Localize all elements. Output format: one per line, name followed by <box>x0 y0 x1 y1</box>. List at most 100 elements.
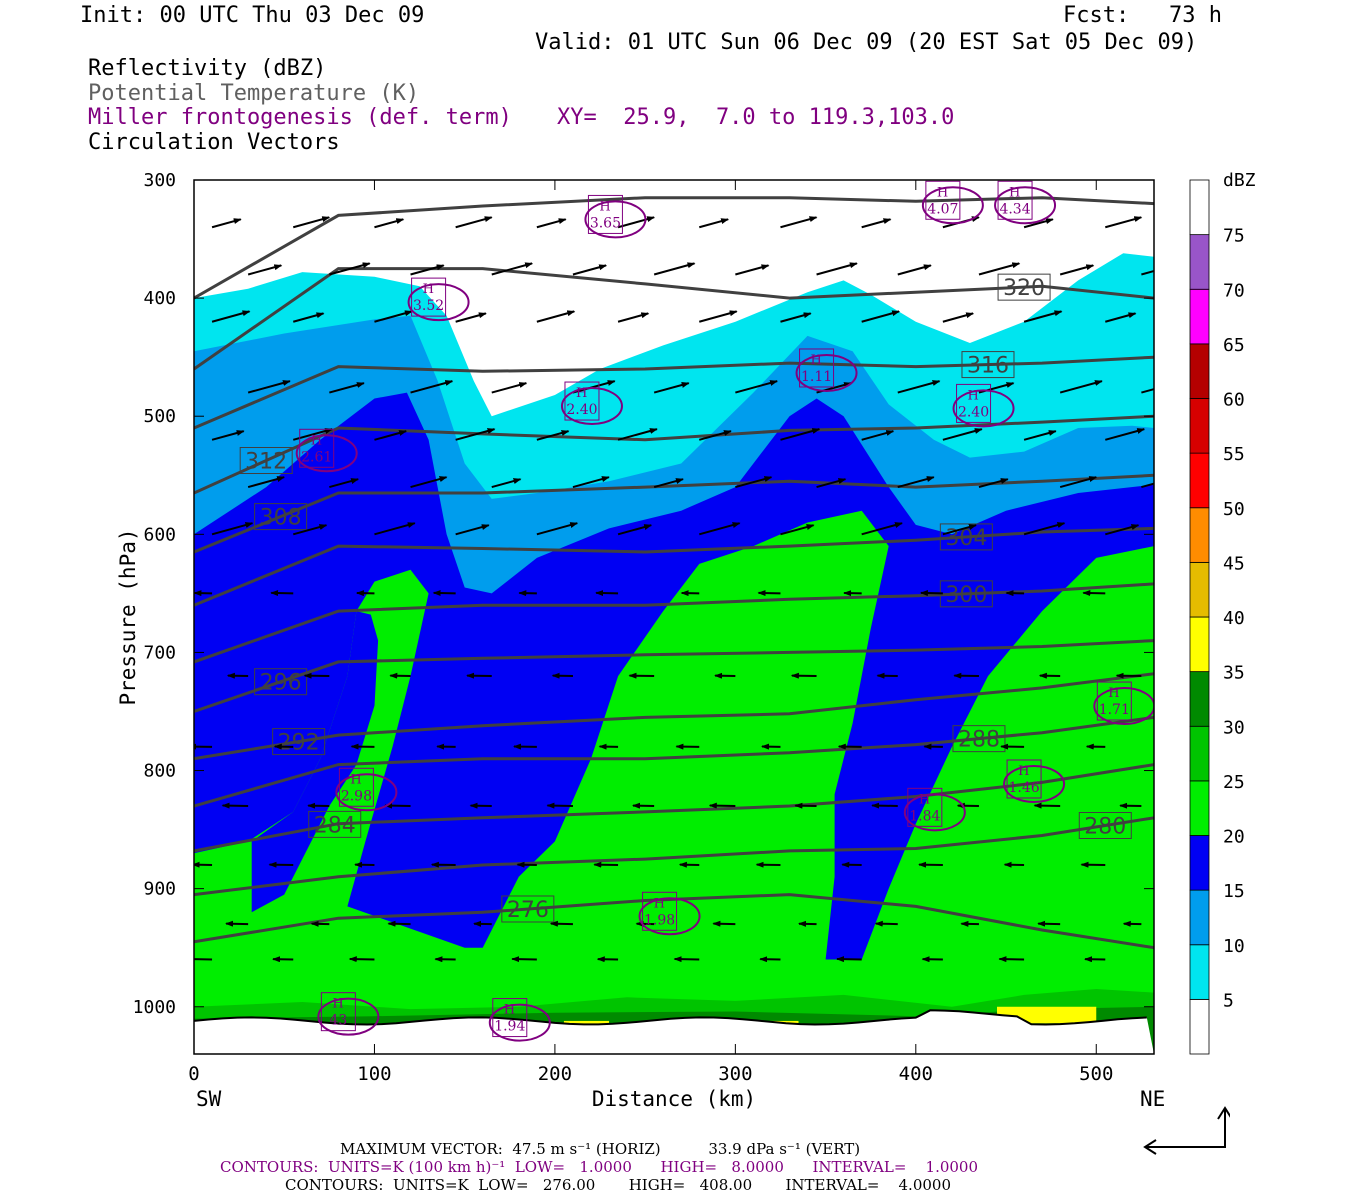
frontogenesis-max-letter: H <box>654 896 665 911</box>
surface-line <box>194 1009 1147 1026</box>
colorbar-swatch <box>1189 507 1210 563</box>
circulation-vector <box>861 310 901 323</box>
circulation-vector <box>572 476 610 489</box>
frontogenesis-max-value: 2.40 <box>958 404 989 420</box>
frontogenesis-max-box <box>411 277 447 317</box>
colorbar-level-label: 50 <box>1223 499 1245 520</box>
circulation-vector <box>1023 218 1054 229</box>
frontogenesis-max-value: 3.52 <box>413 298 444 314</box>
frontogenesis-contour <box>584 200 647 239</box>
frontogenesis-max-box <box>997 180 1033 220</box>
circulation-vector <box>491 262 534 276</box>
frontogenesis-max-value: 43 <box>329 1013 347 1029</box>
colorbar-swatch <box>1189 288 1210 345</box>
theta-label-box <box>254 503 308 531</box>
circulation-vector <box>292 216 331 229</box>
y-tick-label: 900 <box>143 879 176 900</box>
theta-contour-324 <box>194 196 1154 300</box>
frontogenesis-contour <box>952 389 1015 428</box>
theta-label-box <box>272 728 326 756</box>
frontogenesis-max-box <box>299 428 335 468</box>
frontogenesis-max-box <box>907 787 943 827</box>
frontogenesis-max-letter: H <box>350 772 361 787</box>
circulation-vector <box>942 524 977 536</box>
circulation-vector <box>247 264 283 276</box>
frontogenesis-max-box <box>564 381 600 421</box>
circulation-vector <box>194 956 213 963</box>
frontogenesis-max-letter: H <box>576 386 587 401</box>
circulation-vector <box>942 312 975 323</box>
theta-contour-label: 280 <box>1084 814 1126 839</box>
reference-vector-icon <box>1143 1106 1230 1155</box>
legend-xy-section: XY= 25.9, 7.0 to 119.3,103.0 <box>557 105 955 130</box>
theta-label-box <box>952 725 1006 753</box>
frontogenesis-max-box <box>799 348 835 388</box>
reflectivity-region-15dbz <box>251 611 379 913</box>
circulation-vector <box>410 264 445 276</box>
frontogenesis-max-value: 2.61 <box>301 449 332 465</box>
y-tick-label: 800 <box>143 761 176 782</box>
colorbar-level-label: 60 <box>1223 390 1245 411</box>
colorbar-level-label: 45 <box>1223 553 1245 574</box>
colorbar-swatch <box>1189 343 1210 399</box>
theta-label-box <box>997 273 1051 301</box>
frontogenesis-max-box <box>956 383 992 423</box>
frontogenesis-max-letter: H <box>919 792 930 807</box>
colorbar-swatch <box>1189 780 1210 836</box>
legend-miller-frontogenesis: Miller frontogenesis (def. term) <box>88 105 512 130</box>
frontogenesis-max-value: 1.11 <box>801 369 832 385</box>
frontogenesis-max-letter: H <box>599 199 610 214</box>
theta-label-box <box>308 810 362 838</box>
colorbar-swatch <box>1189 835 1210 891</box>
forecast-hour: Fcst: 73 h <box>1063 3 1222 28</box>
colorbar-level-label: 30 <box>1223 717 1245 738</box>
colorbar-swatch <box>1189 889 1210 946</box>
circulation-vector <box>861 218 892 229</box>
theta-contour-label: 296 <box>260 671 302 696</box>
legend-potential-temperature: Potential Temperature (K) <box>88 81 420 106</box>
frontogenesis-contour <box>317 997 380 1036</box>
theta-contour-316 <box>194 355 1154 430</box>
theta-label-box <box>961 351 1015 379</box>
circulation-vector <box>536 430 570 441</box>
colorbar-level-label: 70 <box>1223 280 1245 301</box>
theta-contour-label: 284 <box>314 813 356 838</box>
circulation-vector <box>455 312 487 323</box>
circulation-vector <box>572 380 616 394</box>
circulation-vector <box>617 524 653 536</box>
frontogenesis-max-value: 1.84 <box>909 808 940 824</box>
circulation-vector <box>1059 264 1095 276</box>
circulation-vector <box>897 476 935 489</box>
circulation-vector <box>780 428 821 441</box>
frontogenesis-max-box <box>642 891 678 931</box>
y-tick-label: 700 <box>143 642 176 663</box>
circulation-vector <box>211 310 251 323</box>
plot-frame <box>193 179 1155 1055</box>
x-end-label-right: NE <box>1140 1087 1165 1111</box>
circulation-vector <box>211 218 242 229</box>
colorbar-swatch <box>1189 398 1210 454</box>
circulation-vector <box>780 524 815 536</box>
x-axis-label: Distance (km) <box>592 1087 756 1111</box>
footer-max-vector: MAXIMUM VECTOR: 47.5 m s⁻¹ (HORIZ) 33.9 … <box>340 1140 861 1158</box>
frontogenesis-max-letter: H <box>811 353 822 368</box>
circulation-vector <box>491 478 522 489</box>
circulation-vector <box>1059 380 1103 394</box>
circulation-vector <box>247 476 286 489</box>
y-tick-label: 500 <box>143 406 176 427</box>
reflectivity-region-20dbz <box>194 510 1154 1054</box>
x-end-label-left: SW <box>196 1087 222 1111</box>
colorbar-swatch <box>1189 452 1210 509</box>
circulation-vector <box>374 522 416 536</box>
frontogenesis-max-value: 1.46 <box>1008 780 1039 796</box>
circulation-vector <box>348 956 375 963</box>
circulation-vector <box>978 478 1009 489</box>
circulation-vector <box>455 524 490 536</box>
circulation-vector <box>455 428 496 441</box>
theta-contour-300 <box>194 582 1154 664</box>
circulation-vector <box>1141 482 1154 489</box>
circulation-vector <box>410 380 454 394</box>
frontogenesis-max-letter: H <box>937 185 948 200</box>
theta-label-box <box>254 668 308 696</box>
frontogenesis-max-value: 1.98 <box>644 912 675 928</box>
